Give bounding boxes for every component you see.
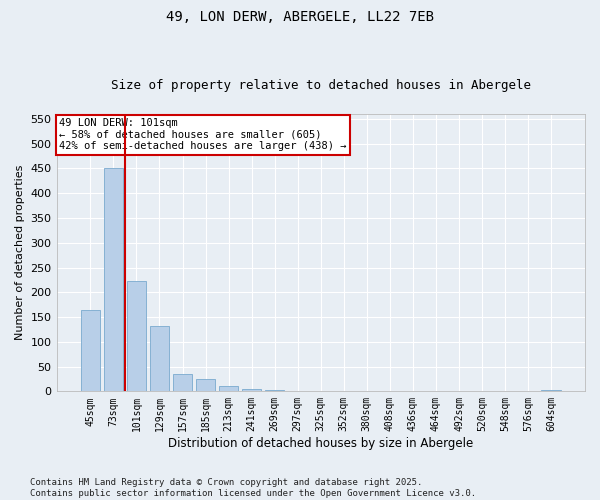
Bar (219, 386, 238, 392)
Bar (173, 374, 193, 392)
Text: Contains HM Land Registry data © Crown copyright and database right 2025.
Contai: Contains HM Land Registry data © Crown c… (30, 478, 476, 498)
Text: 49 LON DERW: 101sqm
← 58% of detached houses are smaller (605)
42% of semi-detac: 49 LON DERW: 101sqm ← 58% of detached ho… (59, 118, 347, 152)
Bar (196, 379, 215, 392)
Title: Size of property relative to detached houses in Abergele: Size of property relative to detached ho… (111, 79, 531, 92)
Bar (127, 282, 146, 392)
X-axis label: Distribution of detached houses by size in Abergele: Distribution of detached houses by size … (168, 437, 473, 450)
Bar (149, 326, 169, 392)
Y-axis label: Number of detached properties: Number of detached properties (15, 165, 25, 340)
Bar (541, 390, 561, 392)
Text: 49, LON DERW, ABERGELE, LL22 7EB: 49, LON DERW, ABERGELE, LL22 7EB (166, 10, 434, 24)
Bar (242, 389, 262, 392)
Bar (265, 390, 284, 392)
Bar (80, 310, 100, 392)
Bar (104, 168, 123, 392)
